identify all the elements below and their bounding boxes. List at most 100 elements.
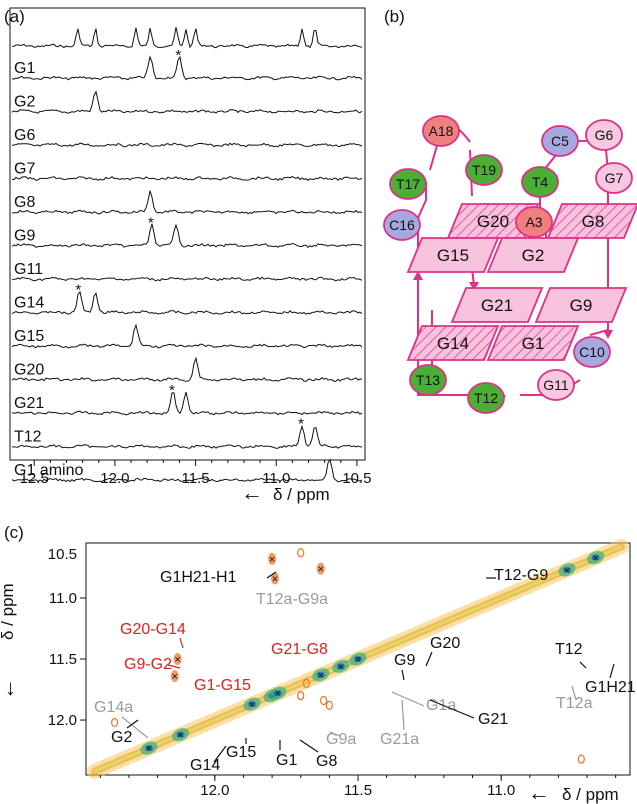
peak-annotation: G21-G8: [271, 641, 328, 658]
trace-label: G6: [14, 127, 35, 144]
noise-contour: [297, 691, 305, 701]
asterisk-mark: *: [298, 416, 304, 433]
node-label: G6: [595, 127, 614, 143]
panel-c-xlabel: δ / ppm: [562, 785, 619, 804]
node-label: A18: [429, 123, 454, 139]
cross-peak-G1H21-H1: [268, 552, 277, 565]
peak-core: [336, 663, 345, 670]
peak-annotation: G1a: [426, 697, 456, 714]
peak-annotation: G1H21-H1: [160, 569, 237, 586]
cross-peak-T12a-G9a: [270, 572, 279, 585]
node-label: C16: [389, 217, 415, 233]
guanine-tile-G21: [450, 287, 544, 323]
cross-peak-G20-G14: [173, 653, 182, 665]
leader-line: [579, 661, 587, 669]
peak-marker: ×: [249, 699, 255, 711]
quadruplex-diagram: G20 G8 G15 G2 G21 G9 G14 G1 A18 T17 T19 C16 C5 G6 G7 T4…: [383, 115, 637, 414]
cross-peak-G9-G2: [170, 670, 179, 683]
noise-contour: [297, 548, 305, 558]
trace-label: G9: [14, 228, 35, 245]
panel-a-xlabel: δ / ppm: [273, 485, 330, 504]
nmr-trace-G1-amino: [11, 458, 363, 483]
x-tick-label: 11.0: [262, 470, 290, 487]
peak-annotation: G1: [276, 752, 297, 769]
panel-c-plot: ×××××××××××××××: [85, 539, 631, 779]
peak-marker: ×: [318, 670, 324, 682]
leader-line: [179, 637, 184, 649]
panel-a: (a) G1*G2G6G7G8G9*G11G14*G15G20G21*T12*G…: [4, 7, 372, 505]
strand-arrow: [469, 282, 479, 291]
panel-b: (b) G20 G8 G15 G2 G21 G9 G14 G1 A18 T17 T19 C16 C5 G6…: [383, 7, 637, 414]
leader-line: [401, 669, 405, 681]
peak-annotation: G2: [111, 729, 132, 746]
leader-line: [401, 699, 405, 731]
panel-a-frame: [9, 7, 366, 461]
peak-marker: ×: [318, 564, 324, 576]
nucleotide-node-T17: [389, 168, 427, 200]
leader-line: [391, 691, 425, 707]
panel-c-y-arrow: ←: [0, 678, 19, 700]
nucleotide-node-T12: [467, 382, 505, 414]
x-tick-label: 12.0: [100, 470, 129, 487]
node-label: T4: [532, 174, 549, 190]
nucleotide-node-T19: [465, 154, 503, 186]
peak-marker: ×: [564, 565, 570, 577]
backbone-line: [589, 149, 609, 336]
node-label: T19: [472, 162, 496, 178]
trace-label: G14: [14, 295, 44, 312]
x-tick-label: 10.5: [342, 470, 371, 487]
tile-label: G8: [582, 212, 605, 231]
panel-c-axis: 12.0 11.5 11.0 11.0 11.5 12.0 10.5: [48, 546, 617, 799]
leader-line: [121, 716, 149, 739]
nucleotide-node-T13: [409, 364, 447, 396]
reference-trace: [11, 27, 363, 49]
peak-core: [316, 671, 325, 678]
panel-c: (c) ××××××××××××××× G1H21-H1T12-G9T12a-G…: [0, 523, 636, 804]
trace-label: G21: [14, 395, 44, 412]
node-label: G7: [605, 170, 624, 186]
peak-annotation: G9-G2: [124, 656, 172, 673]
noise-contour: [111, 717, 119, 728]
panel-c-x-arrow: ←: [528, 780, 550, 804]
noise-contour: [302, 678, 311, 689]
nmr-trace-G14: [11, 290, 363, 315]
peak-annotation: T12a-G9a: [256, 591, 328, 608]
trace-label: G15: [14, 328, 44, 345]
tile-label: G21: [481, 296, 513, 315]
asterisk-mark: *: [148, 215, 154, 232]
node-label: C5: [551, 133, 569, 149]
peak-annotation: G21: [478, 711, 508, 728]
peak-annotation: T12a: [556, 695, 593, 712]
trace-label: G2: [14, 94, 35, 111]
guanine-tile-G2: [486, 237, 580, 273]
noise-contour: [577, 754, 585, 764]
nmr-trace-G7: [11, 176, 363, 182]
leader-line: [266, 571, 277, 579]
nucleotide-node-G7: [595, 162, 633, 194]
peak-marker: ×: [338, 661, 344, 673]
nmr-trace-G1: [11, 55, 363, 81]
trace-label: T12: [14, 429, 42, 446]
peak-annotation: T12-G9: [494, 567, 548, 584]
panel-a-arrow: ←: [241, 480, 263, 505]
trace-label: G11: [14, 261, 43, 278]
peak-marker: ×: [269, 554, 275, 566]
nmr-trace-T12: [11, 424, 362, 449]
trace-label: G1: [14, 60, 35, 77]
peak-core: [144, 745, 153, 752]
peak-annotation: G14a: [94, 699, 133, 716]
nmr-trace-G21: [11, 391, 363, 416]
nmr-trace-G8: [11, 190, 363, 215]
panel-c-ylabel: δ / ppm: [0, 583, 17, 640]
x-tick-label: 11.5: [182, 470, 210, 487]
peak-marker: ×: [592, 553, 598, 565]
panel-c-label: (c): [4, 523, 24, 542]
panel-a-xlabel-group: ← δ / ppm: [241, 480, 330, 505]
nucleotide-node-A3: [515, 206, 553, 238]
node-label: T17: [396, 176, 420, 192]
y-tick-label: 11.5: [49, 651, 77, 668]
peak-marker: ×: [172, 671, 178, 683]
guanine-tile-G14: [406, 325, 500, 361]
peak-core: [354, 656, 362, 662]
guanine-tile-G1: [486, 325, 580, 361]
